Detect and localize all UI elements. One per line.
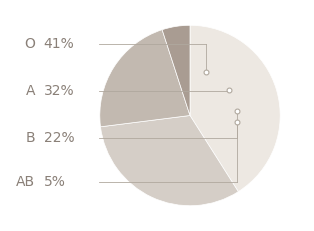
Text: A: A [25,84,35,98]
Wedge shape [190,25,280,192]
Wedge shape [100,116,238,206]
Text: 41%: 41% [44,37,74,51]
Text: 32%: 32% [44,84,74,98]
Wedge shape [100,30,190,127]
Text: 22%: 22% [44,131,74,145]
Text: O: O [24,37,35,51]
Text: 5%: 5% [44,174,66,188]
Text: B: B [25,131,35,145]
Text: AB: AB [16,174,35,188]
Wedge shape [162,25,190,116]
